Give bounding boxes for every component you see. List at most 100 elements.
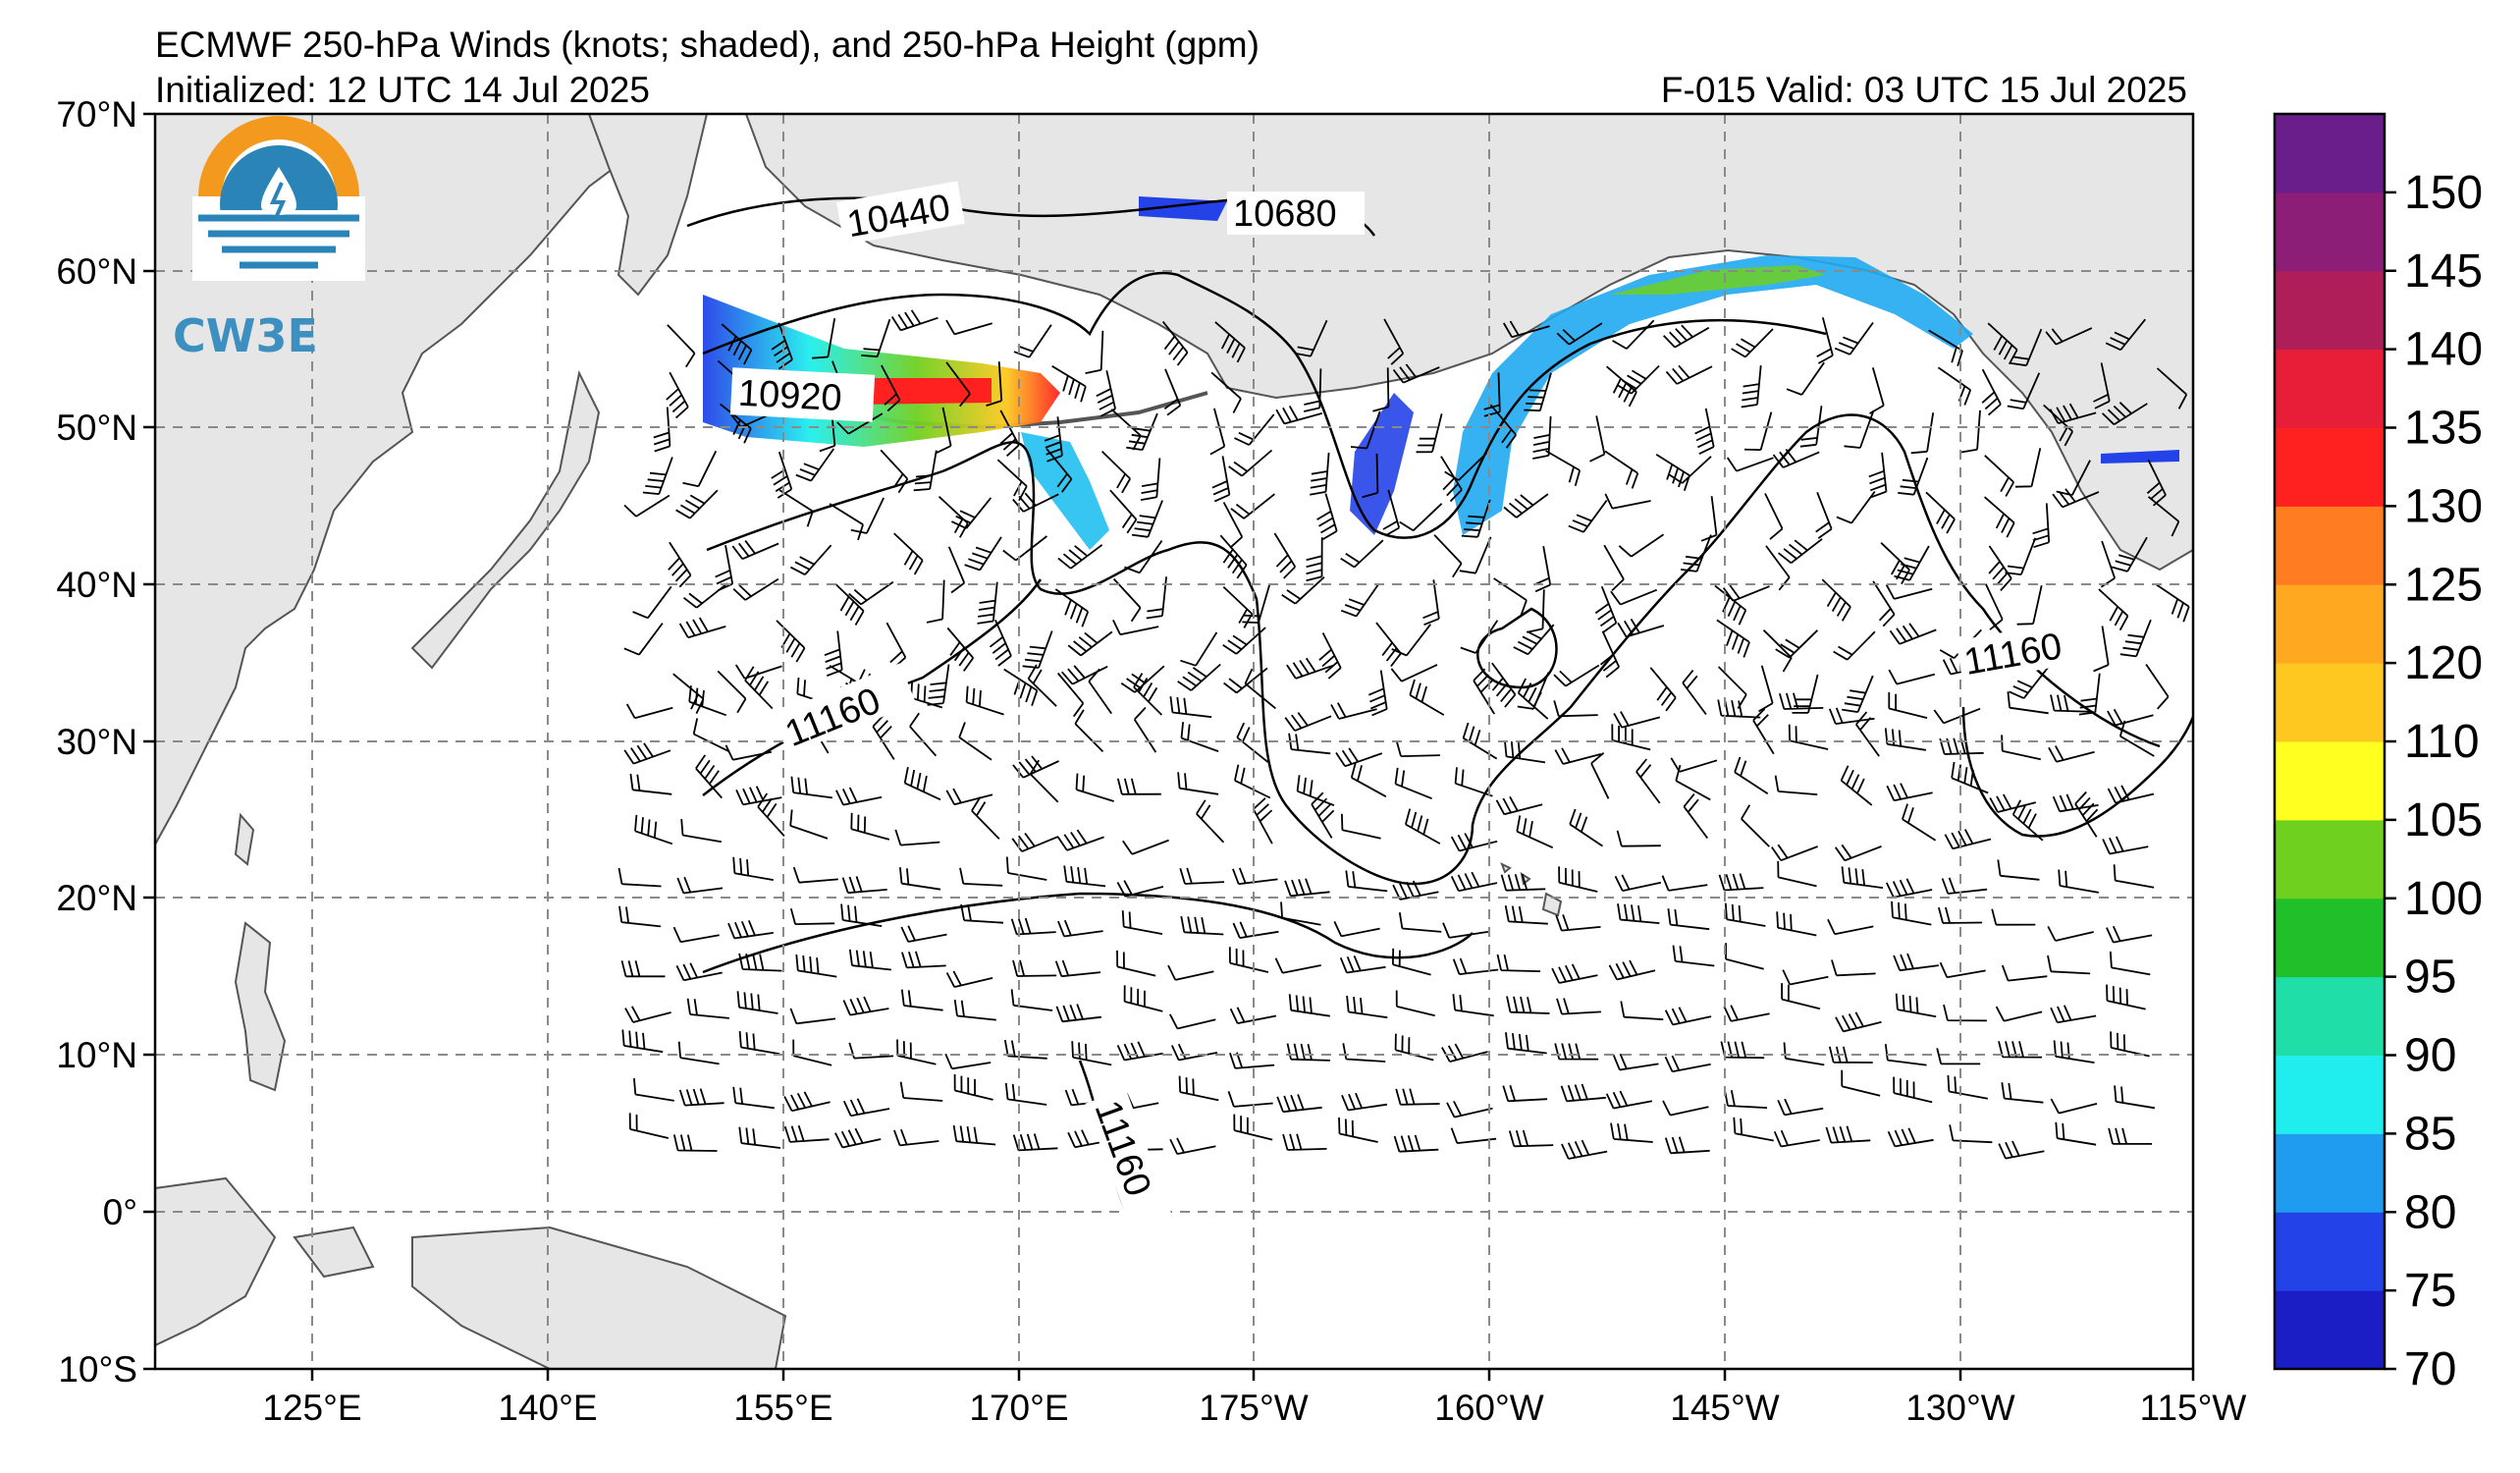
lon-label: 115°W bbox=[2140, 1388, 2247, 1428]
wind-barb bbox=[945, 970, 993, 988]
wind-barb bbox=[880, 449, 909, 494]
wind-barb bbox=[1779, 692, 1824, 710]
colorbar-swatch bbox=[2275, 976, 2385, 1056]
wind-barb bbox=[1310, 452, 1330, 496]
wind-barb bbox=[1834, 844, 1882, 862]
wind-barb bbox=[2007, 691, 2049, 715]
wind-barb bbox=[945, 788, 993, 806]
wind-barb bbox=[2001, 964, 2048, 982]
wind-barb bbox=[1683, 793, 1709, 840]
wind-barb bbox=[1831, 959, 1876, 977]
wind-barb bbox=[1276, 1094, 1322, 1114]
wind-barb bbox=[1606, 365, 1637, 408]
wind-barb bbox=[1383, 318, 1405, 365]
wind-barb bbox=[682, 582, 728, 609]
wind-barb bbox=[1346, 996, 1388, 1019]
wind-barb bbox=[2050, 694, 2094, 713]
wind-barb bbox=[1281, 576, 1325, 605]
wind-barb bbox=[2014, 448, 2042, 488]
wind-barb bbox=[1012, 959, 1057, 977]
wind-barb bbox=[1612, 319, 1655, 350]
wind-barb bbox=[1121, 910, 1163, 935]
wind-barb bbox=[1554, 747, 1602, 765]
wind-barb bbox=[1506, 996, 1550, 1014]
wind-barb bbox=[1895, 993, 1937, 1018]
wind-barb bbox=[727, 919, 774, 940]
wind-barb bbox=[1232, 921, 1279, 939]
wind-barb bbox=[834, 1127, 882, 1149]
wind-barb bbox=[965, 685, 1004, 716]
wind-barb bbox=[1902, 803, 1937, 842]
wind-barb bbox=[2111, 536, 2148, 573]
wind-barb bbox=[1603, 544, 1625, 592]
wind-barb bbox=[621, 1029, 664, 1054]
lon-label: 145°W bbox=[1670, 1388, 1780, 1428]
wind-barb bbox=[893, 1128, 939, 1147]
kamchatka-land bbox=[587, 114, 709, 297]
wind-barb bbox=[1280, 901, 1321, 926]
lat-label: 20°N bbox=[56, 878, 137, 918]
lat-label: 50°N bbox=[56, 408, 137, 448]
wind-barb bbox=[836, 412, 884, 435]
wind-barb bbox=[1116, 778, 1161, 795]
wind-barb bbox=[628, 1113, 670, 1139]
wind-barb bbox=[1461, 499, 1491, 538]
wind-barb bbox=[695, 754, 723, 799]
wind-barb bbox=[629, 773, 672, 795]
wind-barb bbox=[1350, 761, 1387, 797]
wind-barb bbox=[1169, 1013, 1216, 1030]
wind-barb bbox=[1444, 452, 1488, 481]
wind-barb bbox=[1938, 906, 1983, 924]
jet-core-red bbox=[854, 378, 992, 405]
wind-barb bbox=[1219, 534, 1248, 579]
wind-barb bbox=[1741, 804, 1770, 847]
wind-barb bbox=[2074, 791, 2099, 838]
wind-barb bbox=[1834, 321, 1874, 355]
wind-barb bbox=[1744, 411, 1773, 451]
lon-ticks bbox=[310, 1369, 2195, 1381]
wind-barb bbox=[2118, 720, 2155, 757]
wind-barb bbox=[1505, 1032, 1547, 1055]
wind-barb bbox=[2100, 540, 2117, 588]
wind-barb bbox=[1284, 878, 1330, 898]
wind-barb bbox=[1553, 664, 1600, 687]
wind-barb bbox=[1884, 1044, 1927, 1066]
wind-barb bbox=[1792, 674, 1819, 714]
colorbar-swatch bbox=[2275, 584, 2385, 664]
wind-barb bbox=[1340, 539, 1384, 569]
wind-barb bbox=[1888, 692, 1928, 719]
colorbar-label: 80 bbox=[2404, 1186, 2456, 1238]
wind-barb bbox=[1230, 493, 1275, 519]
wind-barb bbox=[1391, 624, 1431, 657]
wind-barb bbox=[1898, 457, 1929, 496]
wind-barb bbox=[1724, 902, 1766, 927]
wind-barb bbox=[1773, 1129, 1820, 1148]
wind-barb bbox=[1855, 711, 1880, 757]
wind-barb bbox=[1841, 1069, 1881, 1097]
wind-barb bbox=[1177, 663, 1221, 691]
wind-barb bbox=[625, 703, 673, 720]
colorbar-label: 125 bbox=[2404, 559, 2483, 611]
wind-barb bbox=[1180, 722, 1219, 752]
wind-barb bbox=[676, 876, 724, 895]
wind-barb bbox=[1179, 867, 1225, 885]
wind-barb bbox=[1662, 1100, 1709, 1117]
wind-barb bbox=[1342, 1043, 1386, 1063]
wind-barb bbox=[1618, 533, 1665, 558]
wind-barb bbox=[1516, 815, 1554, 849]
wind-barb bbox=[667, 324, 696, 368]
wind-barb bbox=[1524, 372, 1552, 412]
wind-barb bbox=[1649, 667, 1677, 712]
wind-barb bbox=[1234, 764, 1271, 799]
wind-barb bbox=[783, 1091, 831, 1113]
wind-barb bbox=[1869, 367, 1885, 414]
wind-barb bbox=[1395, 990, 1435, 1017]
wind-barb bbox=[1951, 761, 1989, 794]
wind-barb bbox=[1462, 722, 1498, 760]
wind-barb bbox=[901, 951, 946, 969]
wind-barb bbox=[946, 627, 975, 672]
wind-barb bbox=[1446, 1100, 1493, 1118]
wind-barb bbox=[2145, 663, 2170, 710]
wind-barb bbox=[1752, 708, 1775, 755]
